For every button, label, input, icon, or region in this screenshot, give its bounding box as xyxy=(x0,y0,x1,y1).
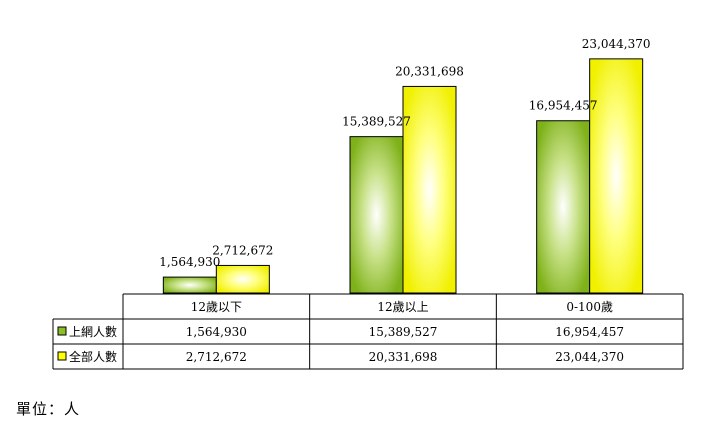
data-label: 16,954,457 xyxy=(529,99,598,113)
data-label: 23,044,370 xyxy=(582,37,651,51)
bar-total-2 xyxy=(589,58,644,294)
data-label: 15,389,527 xyxy=(342,115,411,129)
category-label: 0-100歲 xyxy=(566,300,613,314)
category-label: 12歲以下 xyxy=(191,300,242,314)
bar-total-1 xyxy=(402,85,457,294)
data-label: 20,331,698 xyxy=(395,64,464,78)
legend-swatch xyxy=(57,326,67,336)
bar-online-1 xyxy=(349,136,404,294)
category-label: 12歲以上 xyxy=(377,300,428,314)
bar-total-0 xyxy=(215,264,270,294)
bars-layer xyxy=(162,58,644,294)
data-label: 1,564,930 xyxy=(159,255,220,269)
table-cell: 16,954,457 xyxy=(555,325,624,339)
legend-label: 全部人數 xyxy=(69,349,117,364)
table-cell: 1,564,930 xyxy=(186,325,247,339)
table-cell: 15,389,527 xyxy=(369,325,438,339)
bar-online-2 xyxy=(536,120,591,294)
unit-note: 單位：人 xyxy=(16,400,81,418)
data-label: 2,712,672 xyxy=(212,243,273,257)
bar-online-0 xyxy=(162,276,217,294)
table-cell: 2,712,672 xyxy=(186,350,247,364)
table-cell: 20,331,698 xyxy=(369,350,438,364)
legend-swatch xyxy=(57,351,67,361)
legend-label: 上網人數 xyxy=(69,325,117,339)
table-cell: 23,044,370 xyxy=(555,350,624,364)
